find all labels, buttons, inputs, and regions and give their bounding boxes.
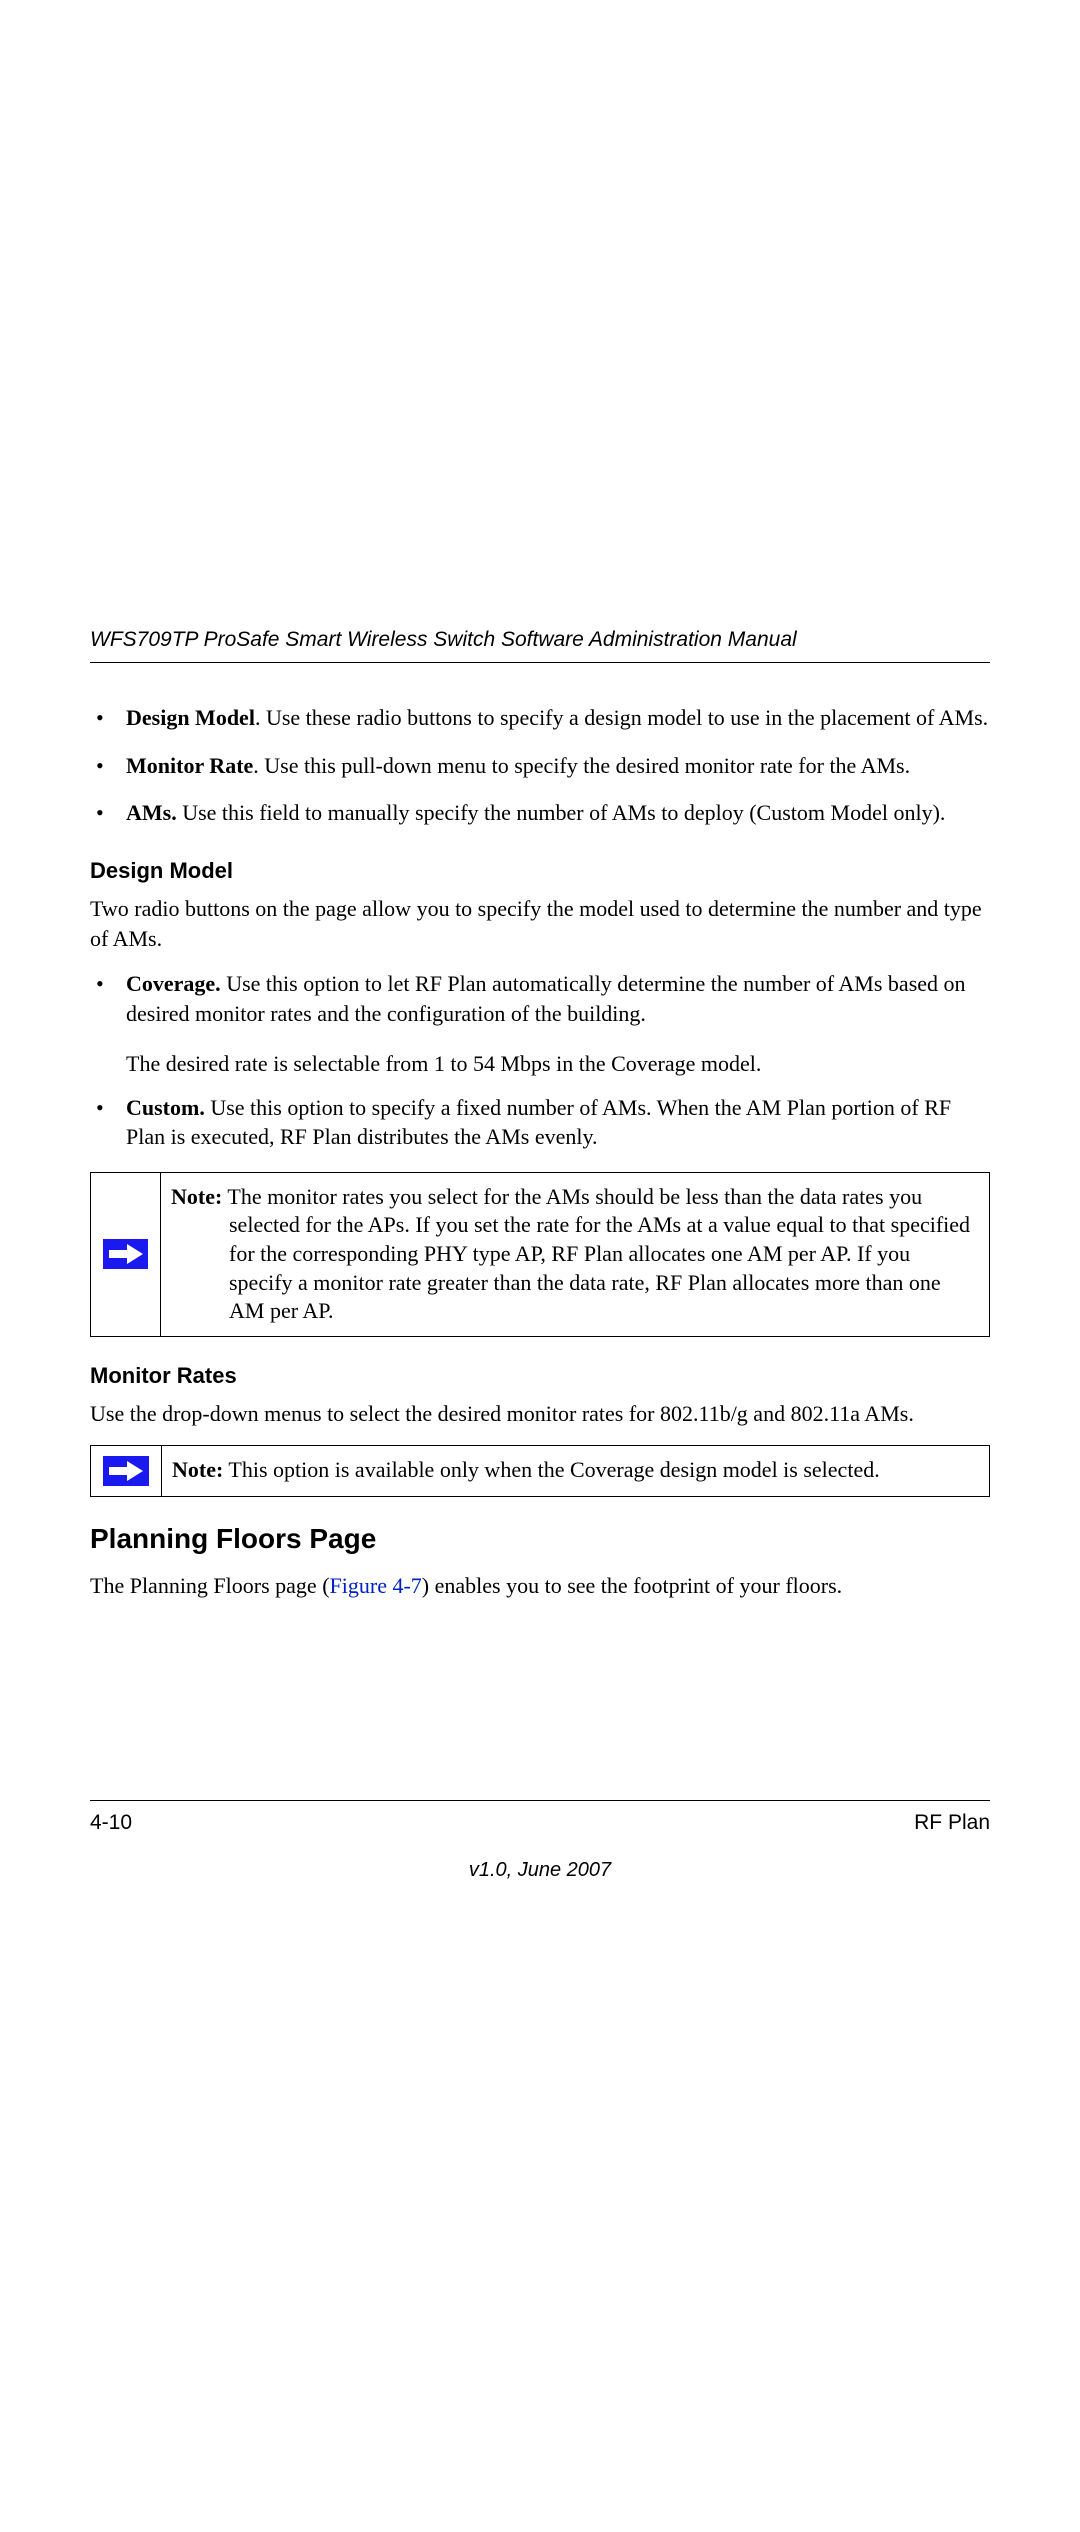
list-item-bold: Design Model	[126, 705, 255, 730]
note-body: The monitor rates you select for the AMs…	[222, 1184, 970, 1323]
note-box-1: Note: The monitor rates you select for t…	[90, 1172, 990, 1337]
list-item-text: Use this option to specify a fixed numbe…	[126, 1095, 951, 1150]
list-item-text: Use these radio buttons to specify a des…	[266, 705, 988, 730]
monitor-rates-text: Use the drop-down menus to select the de…	[90, 1399, 990, 1429]
top-bullet-list: Design Model. Use these radio buttons to…	[90, 703, 990, 828]
list-item: Coverage. Use this option to let RF Plan…	[90, 969, 990, 1028]
list-item-text: Use this option to let RF Plan automatic…	[126, 971, 966, 1026]
page-footer: 4-10 RF Plan v1.0, June 2007	[90, 1800, 990, 1882]
heading-monitor-rates: Monitor Rates	[90, 1363, 990, 1389]
list-item-bold: Custom.	[126, 1095, 205, 1120]
note-icon-cell	[91, 1173, 161, 1336]
note-icon-cell	[91, 1446, 162, 1496]
footer-rule	[90, 1800, 990, 1801]
list-item: Custom. Use this option to specify a fix…	[90, 1093, 990, 1152]
list-item-bold: AMs.	[126, 800, 177, 825]
section-name: RF Plan	[914, 1811, 990, 1835]
list-item-bold: Coverage.	[126, 971, 221, 996]
figure-link[interactable]: Figure 4-7	[330, 1573, 422, 1598]
page-content: WFS709TP ProSafe Smart Wireless Switch S…	[90, 628, 990, 1616]
design-model-intro: Two radio buttons on the page allow you …	[90, 894, 990, 953]
heading-design-model: Design Model	[90, 858, 990, 884]
list-item-sep: .	[255, 705, 266, 730]
list-item-text: Use this pull-down menu to specify the d…	[264, 753, 910, 778]
heading-planning-floors: Planning Floors Page	[90, 1523, 990, 1555]
page-number: 4-10	[90, 1811, 132, 1835]
note-label: Note:	[171, 1184, 222, 1209]
design-model-list-2: Custom. Use this option to specify a fix…	[90, 1093, 990, 1152]
note-text: Note: This option is available only when…	[162, 1446, 894, 1496]
design-model-after-para: The desired rate is selectable from 1 to…	[126, 1049, 990, 1079]
arrow-right-icon	[103, 1239, 148, 1269]
list-item: Design Model. Use these radio buttons to…	[90, 703, 990, 733]
note-body: This option is available only when the C…	[223, 1457, 879, 1482]
para-text-after: ) enables you to see the footprint of yo…	[422, 1573, 842, 1598]
para-text-before: The Planning Floors page (	[90, 1573, 330, 1598]
list-item: Monitor Rate. Use this pull-down menu to…	[90, 751, 990, 781]
design-model-list: Coverage. Use this option to let RF Plan…	[90, 969, 990, 1028]
list-item: AMs. Use this field to manually specify …	[90, 798, 990, 828]
note-label: Note:	[172, 1457, 223, 1482]
planning-floors-para: The Planning Floors page (Figure 4-7) en…	[90, 1571, 990, 1601]
note-box-2: Note: This option is available only when…	[90, 1445, 990, 1497]
arrow-right-icon	[103, 1456, 149, 1486]
list-item-text: Use this field to manually specify the n…	[182, 800, 945, 825]
note-text: Note: The monitor rates you select for t…	[161, 1173, 989, 1336]
running-header: WFS709TP ProSafe Smart Wireless Switch S…	[90, 628, 990, 663]
list-item-sep: .	[253, 753, 264, 778]
list-item-bold: Monitor Rate	[126, 753, 253, 778]
footer-row: 4-10 RF Plan	[90, 1811, 990, 1835]
footer-version: v1.0, June 2007	[90, 1859, 990, 1882]
